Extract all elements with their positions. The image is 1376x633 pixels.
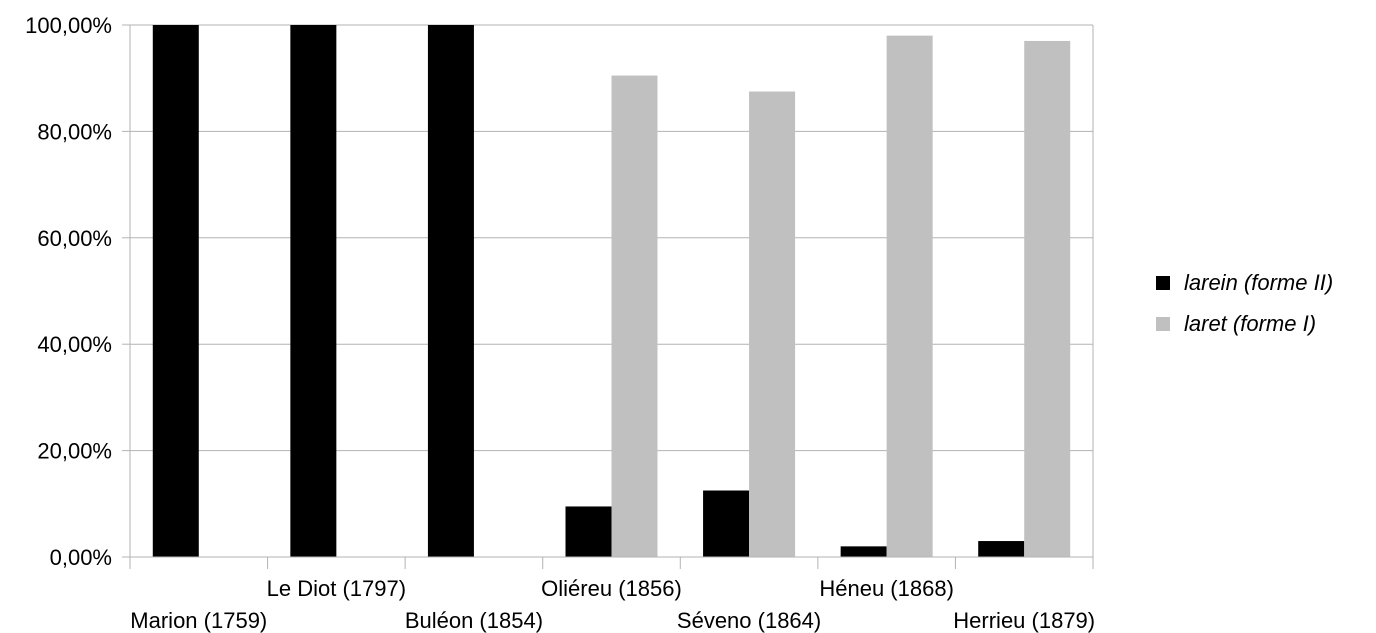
x-tick-labels: Marion (1759)Le Diot (1797) Buléon (1854)… [130,576,1095,633]
bar-larein [703,490,750,557]
x-tick-label: Marion (1759) [130,608,267,633]
y-tick-label: 0,00% [50,545,112,570]
bar-larein [152,25,199,557]
x-tick-label: Herrieu (1879) [953,608,1095,633]
y-tick-label: 80,00% [37,119,112,144]
y-tick-label: 40,00% [37,332,112,357]
bar-larein [290,25,337,557]
bar-laret [749,91,796,557]
bars [152,25,1071,557]
x-tick-label: Buléon (1854) [405,608,543,633]
bar-laret [886,35,933,557]
bar-laret [611,75,658,557]
bar-laret [1024,40,1071,557]
y-tick-label: 60,00% [37,226,112,251]
bar-larein [978,541,1025,557]
legend-label: larein (forme II) [1184,270,1333,295]
legend-swatch [1156,317,1170,331]
x-tick-label: Le Diot (1797) [267,576,406,601]
bar-larein [427,25,474,557]
bar-larein [840,546,887,557]
axes [122,24,1094,569]
x-tick-label: Séveno (1864) [677,608,821,633]
legend: larein (forme II) laret (forme I) [1156,270,1333,336]
y-tick-label: 100,00% [25,13,112,38]
bar-larein [565,506,612,557]
y-tick-labels: 0,00% 20,00% 40,00% 60,00% 80,00% 100,00% [25,13,112,570]
legend-swatch [1156,276,1170,290]
y-tick-label: 20,00% [37,439,112,464]
x-tick-label: Héneu (1868) [819,576,954,601]
x-tick-label: Oliéreu (1856) [541,576,682,601]
legend-label: laret (forme I) [1184,311,1316,336]
